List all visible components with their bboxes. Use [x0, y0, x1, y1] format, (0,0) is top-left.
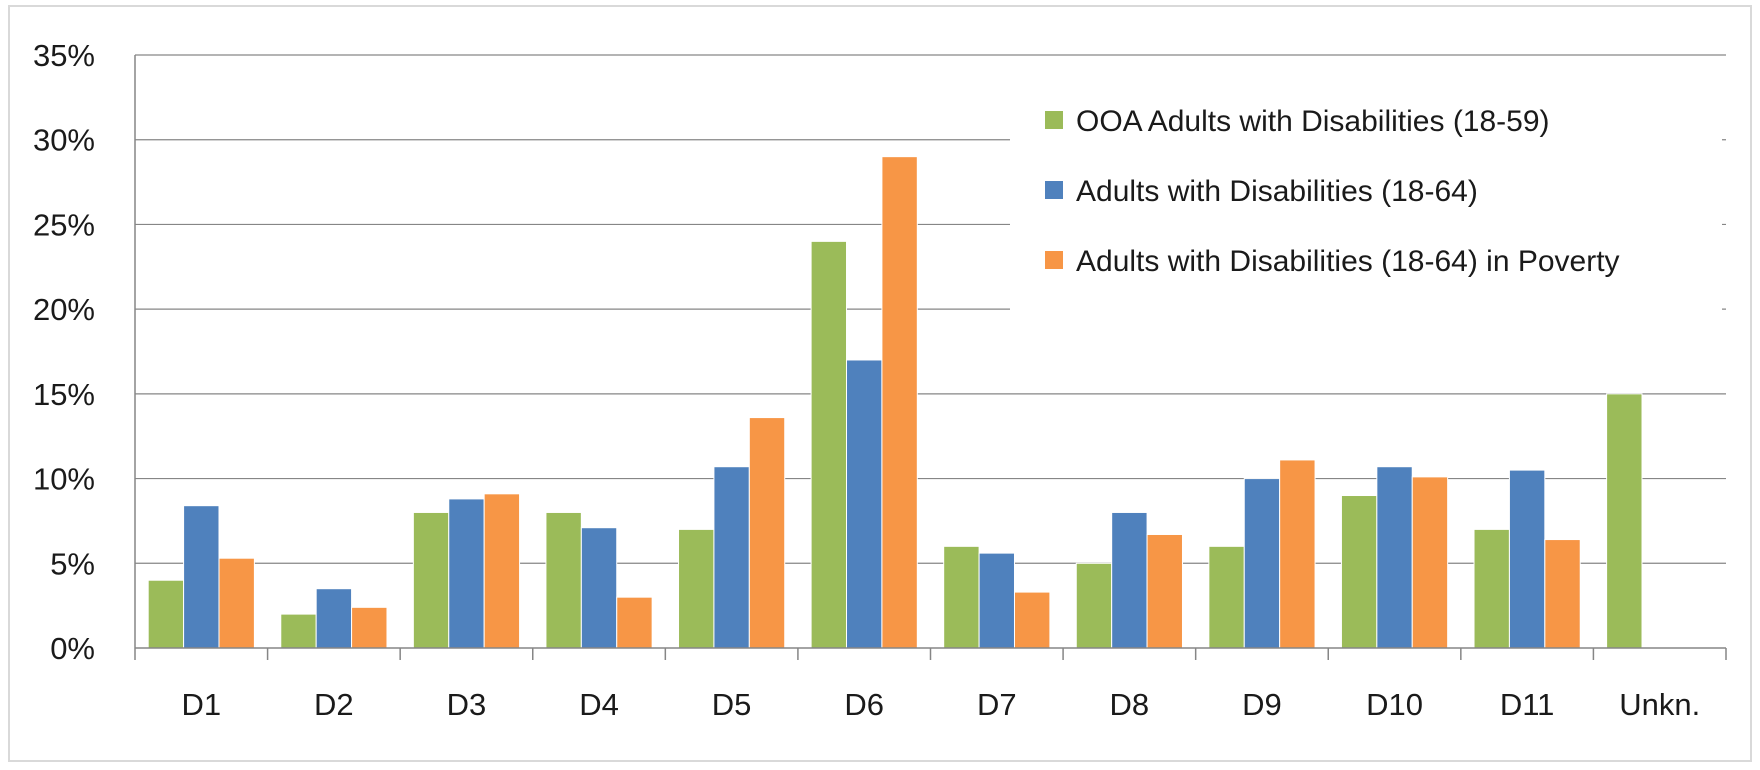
- bar-1-d2: [280, 613, 317, 649]
- x-tick-label: D3: [447, 687, 487, 722]
- y-tick-label: 30%: [33, 123, 95, 158]
- y-tick-label: 0%: [50, 631, 95, 666]
- bar-3-d11: [1544, 539, 1581, 649]
- bar-3-d7: [1013, 591, 1051, 649]
- bar-2-d8: [1111, 511, 1148, 649]
- bars: [147, 156, 1643, 649]
- bar-1-d11: [1473, 528, 1510, 649]
- x-tick-label: D10: [1366, 687, 1423, 722]
- legend-label-3: Adults with Disabilities (18-64) in Pove…: [1076, 245, 1620, 278]
- bar-1-d5: [678, 528, 715, 649]
- bar-2-d5: [713, 466, 750, 649]
- bar-1-d7: [943, 545, 980, 649]
- bar-3-d6: [881, 156, 918, 649]
- bar-3-d9: [1279, 459, 1316, 649]
- bar-2-d11: [1508, 469, 1546, 649]
- x-tick-label: D2: [314, 687, 354, 722]
- bar-2-d10: [1376, 466, 1413, 649]
- bar-3-d2: [351, 606, 388, 649]
- bar-3-d8: [1146, 533, 1183, 649]
- bar-1-unkn: [1606, 393, 1643, 649]
- legend-swatch-1: [1045, 111, 1063, 129]
- bar-1-d3: [412, 511, 450, 649]
- bar-3-d5: [748, 417, 786, 649]
- bar-2-d1: [183, 505, 220, 649]
- x-tick-label: D11: [1500, 687, 1555, 722]
- x-tick-label: D9: [1242, 687, 1282, 722]
- legend-background: [1010, 90, 1722, 310]
- x-tick-label: D7: [977, 687, 1017, 722]
- bar-2-d9: [1243, 478, 1281, 649]
- axes: 0% 5% 10% 15% 20% 25% 30% 35% D1 D2 D3 D4 D5 D6 D7 D8 D9…: [33, 38, 1727, 722]
- bar-1-d6: [810, 240, 848, 649]
- bar-2-d3: [448, 498, 485, 649]
- bar-1-d1: [147, 579, 185, 649]
- bar-3-d3: [483, 493, 521, 649]
- bar-1-d9: [1208, 545, 1245, 649]
- bar-3-d10: [1411, 476, 1449, 649]
- bar-2-d2: [315, 588, 353, 649]
- x-tick-label: D4: [579, 687, 619, 722]
- y-tick-label: 25%: [33, 207, 95, 242]
- y-tick-label: 35%: [33, 38, 95, 73]
- bar-2-d6: [846, 359, 883, 649]
- y-tick-label: 5%: [50, 546, 95, 581]
- bar-1-d4: [545, 511, 582, 649]
- x-tick-label: Unkn.: [1619, 687, 1700, 722]
- y-tick-label: 20%: [33, 292, 95, 327]
- y-tick-label: 15%: [33, 377, 95, 412]
- legend-label-2: Adults with Disabilities (18-64): [1076, 175, 1478, 208]
- y-tick-label: 10%: [33, 462, 95, 497]
- legend-swatch-3: [1045, 251, 1063, 269]
- bar-1-d10: [1340, 495, 1378, 649]
- bar-1-d8: [1075, 562, 1113, 649]
- x-tick-label: D1: [181, 687, 221, 722]
- bar-3-d1: [218, 557, 255, 649]
- legend-swatch-2: [1045, 181, 1063, 199]
- legend: OOA Adults with Disabilities (18-59) Adul…: [1010, 90, 1722, 310]
- x-tick-label: D5: [712, 687, 752, 722]
- bar-3-d4: [616, 596, 653, 649]
- bar-2-d7: [978, 552, 1015, 649]
- legend-label-1: OOA Adults with Disabilities (18-59): [1076, 105, 1550, 138]
- x-tick-label: D8: [1110, 687, 1150, 722]
- bar-2-d4: [580, 527, 618, 649]
- x-tick-label: D6: [844, 687, 884, 722]
